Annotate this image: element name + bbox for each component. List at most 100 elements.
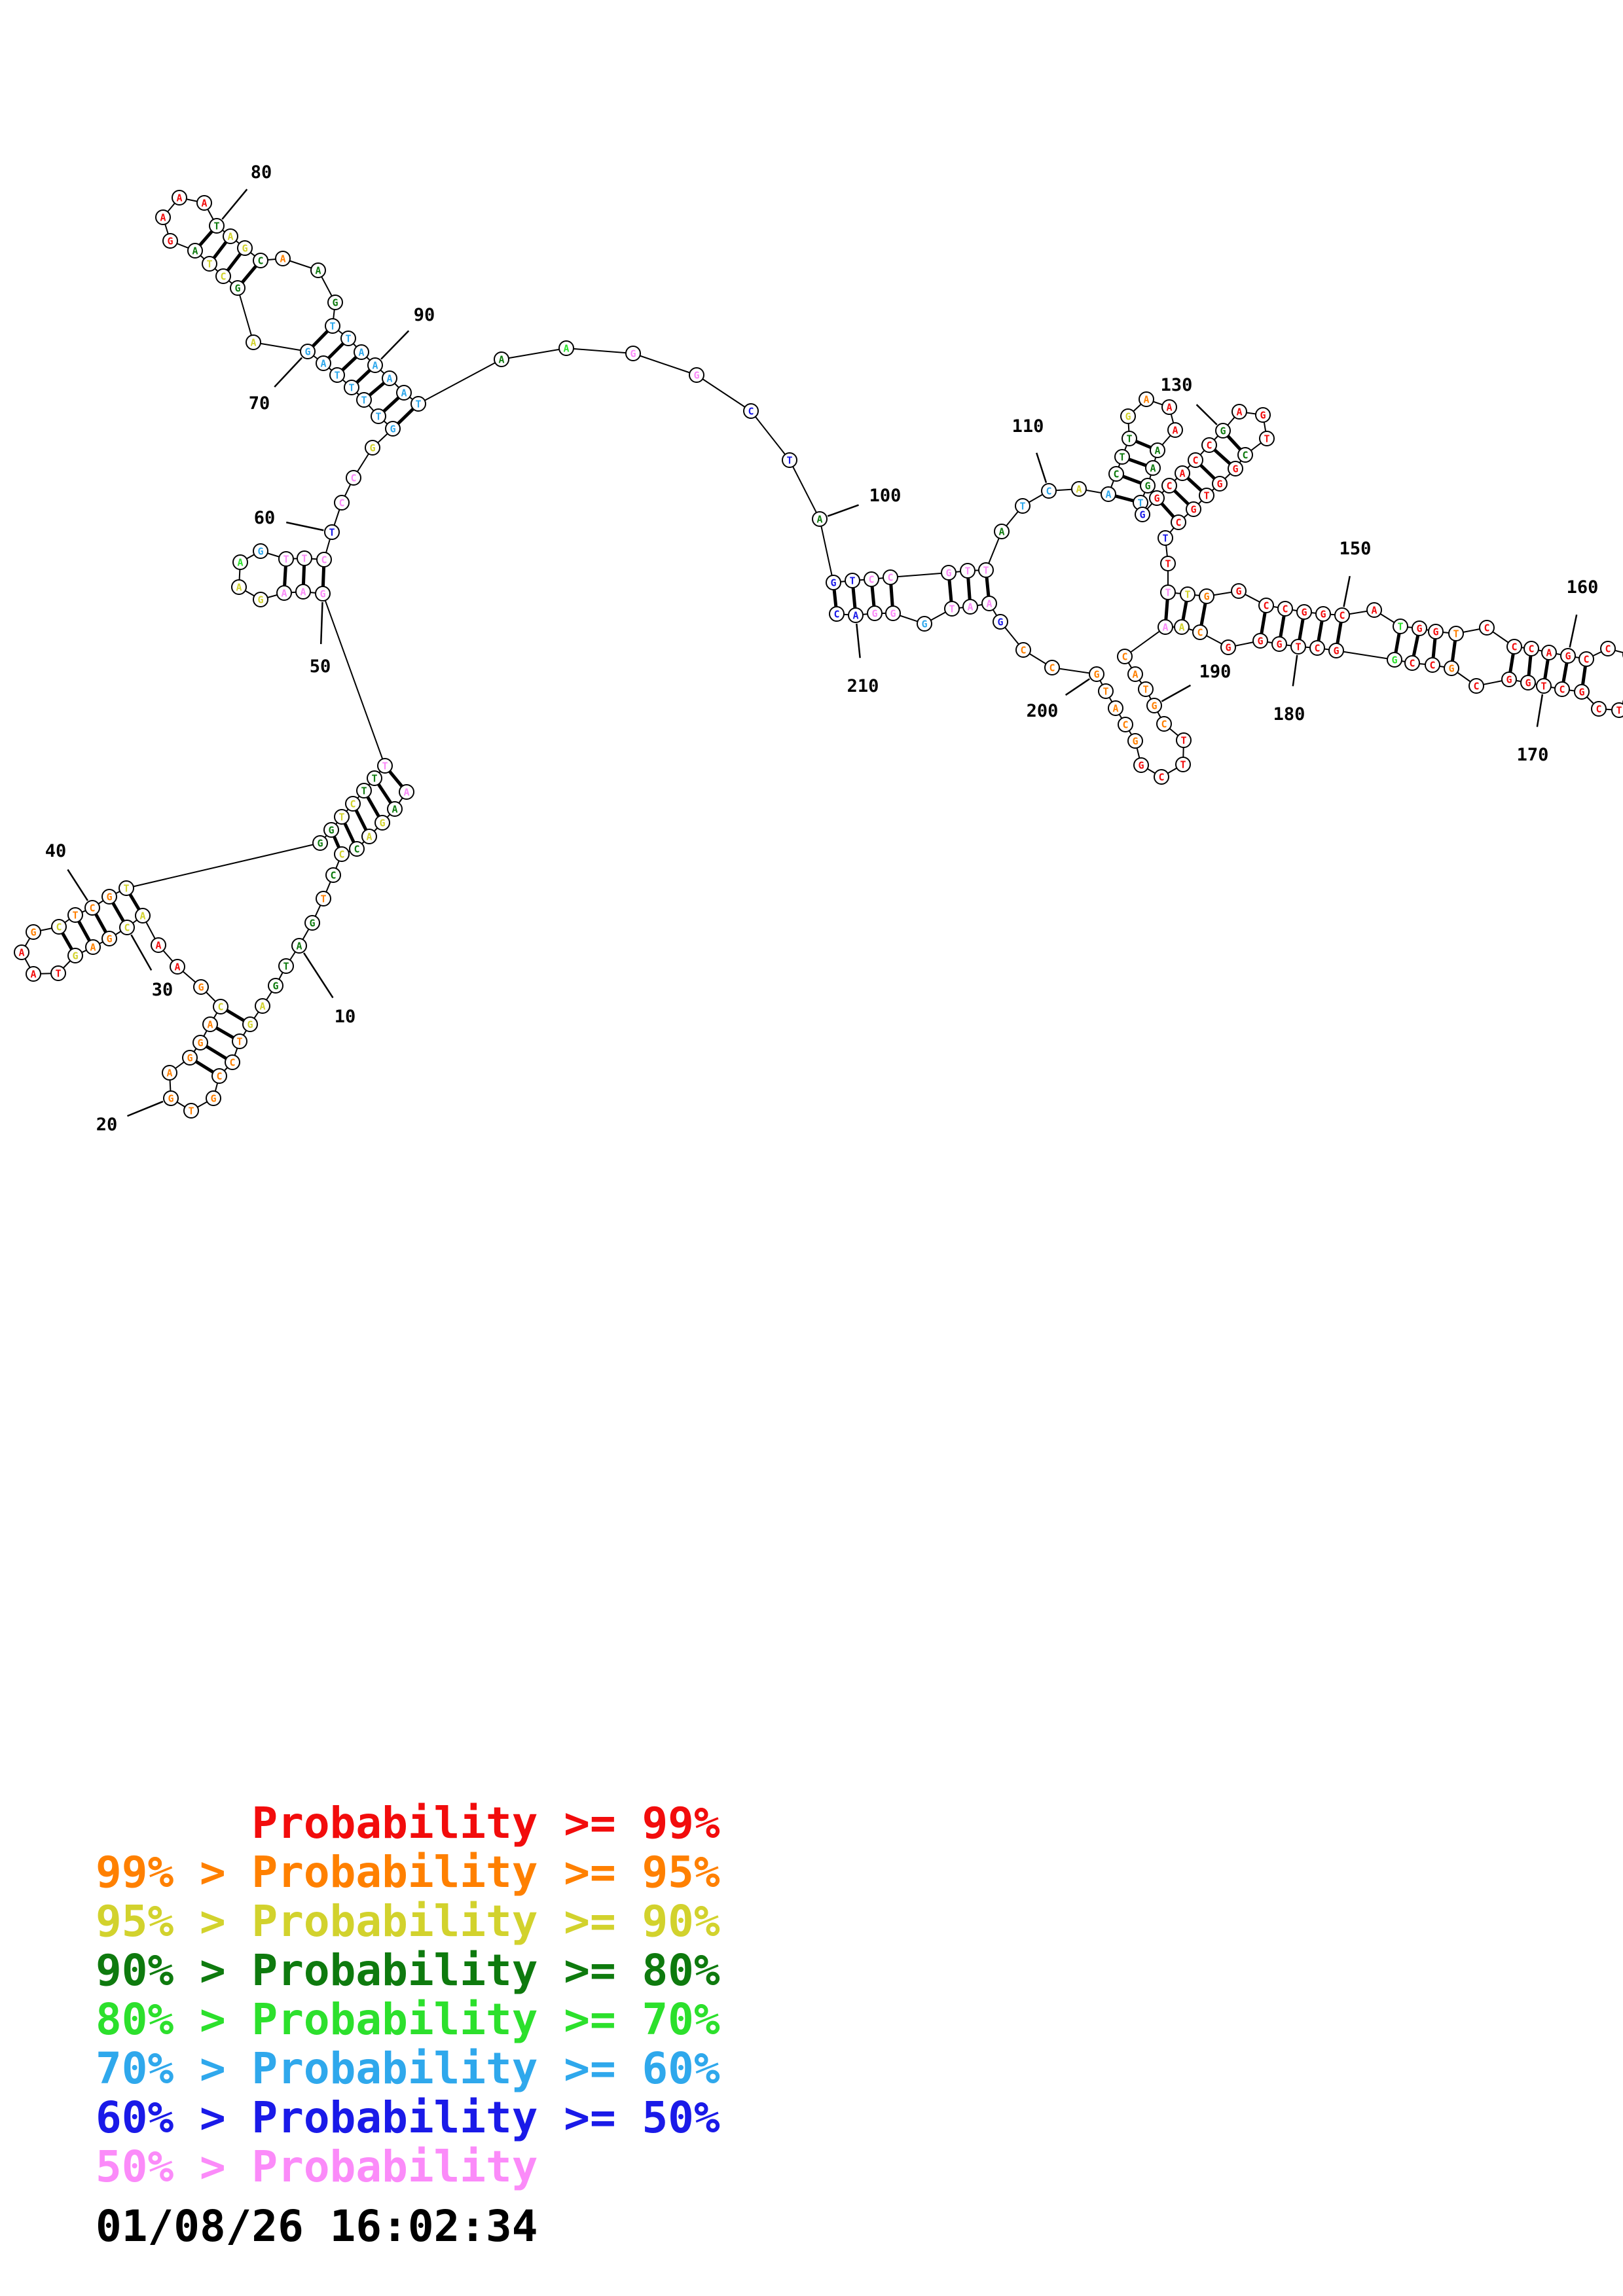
nucleotide-letter: T <box>1165 558 1171 570</box>
position-tick <box>1569 614 1578 648</box>
nucleotide-letter: A <box>201 198 207 209</box>
backbone-segment <box>253 342 308 352</box>
nucleotide-letter: C <box>1192 455 1198 467</box>
nucleotide-letter: T <box>123 883 129 895</box>
nucleotide <box>340 331 356 346</box>
nucleotide-letter: T <box>236 1036 242 1048</box>
nucleotide-letter: C <box>1206 440 1212 452</box>
nucleotide <box>325 867 341 883</box>
nucleotide <box>316 355 331 371</box>
legend-row-5: 80% > Probability >= 70% <box>96 1994 720 2045</box>
nucleotide-letter: A <box>207 1019 213 1031</box>
nucleotide-letter: T <box>1616 705 1622 717</box>
nucleotide <box>845 573 860 588</box>
nucleotide-letter: C <box>124 922 130 934</box>
nucleotide <box>1501 672 1517 687</box>
nucleotide-letter: G <box>106 933 112 945</box>
backbone-segment <box>1124 626 1166 657</box>
nucleotide-letter: T <box>334 370 340 382</box>
nucleotide-letter: T <box>320 893 326 905</box>
nucleotide <box>944 601 960 617</box>
nucleotide-letter: G <box>1448 663 1454 675</box>
position-label: 90 <box>414 305 435 325</box>
nucleotide-letter: A <box>372 360 378 372</box>
nucleotide <box>494 351 509 367</box>
nucleotide <box>1271 636 1287 652</box>
nucleotide <box>1212 476 1228 492</box>
nucleotide-letter: G <box>379 817 385 829</box>
nucleotide-letter: C <box>1122 651 1127 663</box>
nucleotide <box>941 565 957 581</box>
nucleotide <box>1158 530 1173 546</box>
nucleotide-letter: A <box>1105 489 1111 501</box>
position-label: 200 <box>1027 701 1059 721</box>
nucleotide-letter: G <box>945 567 951 579</box>
nucleotide-circle-layer <box>14 190 1623 1119</box>
position-label: 100 <box>869 486 902 506</box>
nucleotide <box>1611 702 1623 718</box>
nucleotide-letter: G <box>30 927 36 939</box>
nucleotide <box>1252 633 1268 649</box>
nucleotide-letter: A <box>281 588 287 600</box>
legend-row-8: 50% > Probability <box>96 2142 538 2192</box>
nucleotide <box>1315 606 1331 622</box>
nucleotide <box>242 1016 258 1032</box>
nucleotide-letter: C <box>1429 660 1435 672</box>
nucleotide-letter: G <box>247 1019 253 1031</box>
backbone-segment <box>750 410 790 461</box>
nucleotide-letter: G <box>197 1037 203 1049</box>
nucleotide-letter: G <box>1144 480 1150 492</box>
nucleotide-letter: C <box>1046 486 1051 497</box>
nucleotide-letter: G <box>1225 642 1231 654</box>
nucleotide <box>1156 716 1172 732</box>
nucleotide-letter: A <box>401 387 407 399</box>
nucleotide-letter: C <box>1263 600 1269 612</box>
nucleotide <box>382 370 397 386</box>
position-tick <box>1161 684 1192 702</box>
position-label: 40 <box>45 841 67 861</box>
nucleotide <box>1231 404 1247 420</box>
nucleotide-letter: G <box>1333 645 1339 657</box>
nucleotide <box>1175 465 1190 481</box>
nucleotide <box>1154 769 1169 785</box>
nucleotide-letter: G <box>317 838 323 850</box>
position-tick <box>1292 655 1298 687</box>
position-label: 80 <box>251 162 272 183</box>
nucleotide <box>1560 648 1576 664</box>
nucleotide <box>119 880 134 896</box>
nucleotide <box>151 937 166 953</box>
nucleotide-letter: A <box>236 582 242 594</box>
nucleotide <box>1215 423 1231 439</box>
backbone-segment <box>1336 650 1395 660</box>
nucleotide <box>237 240 253 256</box>
nucleotide <box>1574 684 1590 700</box>
nucleotide-letter: A <box>852 610 858 622</box>
nucleotide <box>14 944 29 960</box>
nucleotide <box>202 256 217 272</box>
nucleotide-letter: C <box>354 844 359 855</box>
nucleotide-letter: C <box>1122 719 1128 731</box>
nucleotide <box>367 357 383 373</box>
nucleotide <box>51 919 67 935</box>
nucleotide-letter: G <box>304 346 310 358</box>
nucleotide <box>316 891 331 906</box>
nucleotide <box>1328 643 1344 658</box>
nucleotide-letter: G <box>1132 736 1138 747</box>
nucleotide <box>215 268 231 284</box>
nucleotide <box>334 846 350 862</box>
nucleotide <box>1428 624 1444 639</box>
nucleotide <box>1334 607 1350 623</box>
nucleotide-letter: C <box>1314 643 1320 655</box>
nucleotide-letter: G <box>890 608 896 620</box>
nucleotide-letter: T <box>949 603 955 615</box>
nucleotide <box>1277 601 1293 617</box>
nucleotide <box>1523 641 1539 656</box>
backbone-segment <box>418 359 502 404</box>
nucleotide <box>356 392 372 408</box>
nucleotide-letter: C <box>338 849 344 861</box>
nucleotide <box>1192 624 1208 640</box>
position-label-layer: 10 20 30 40 50 60 70 80 90 100 110 130 150 160 170 180 1… <box>45 162 1599 1135</box>
nucleotide-letter: A <box>403 787 409 798</box>
nucleotide-letter: G <box>72 950 78 962</box>
nucleotide <box>1387 652 1402 668</box>
